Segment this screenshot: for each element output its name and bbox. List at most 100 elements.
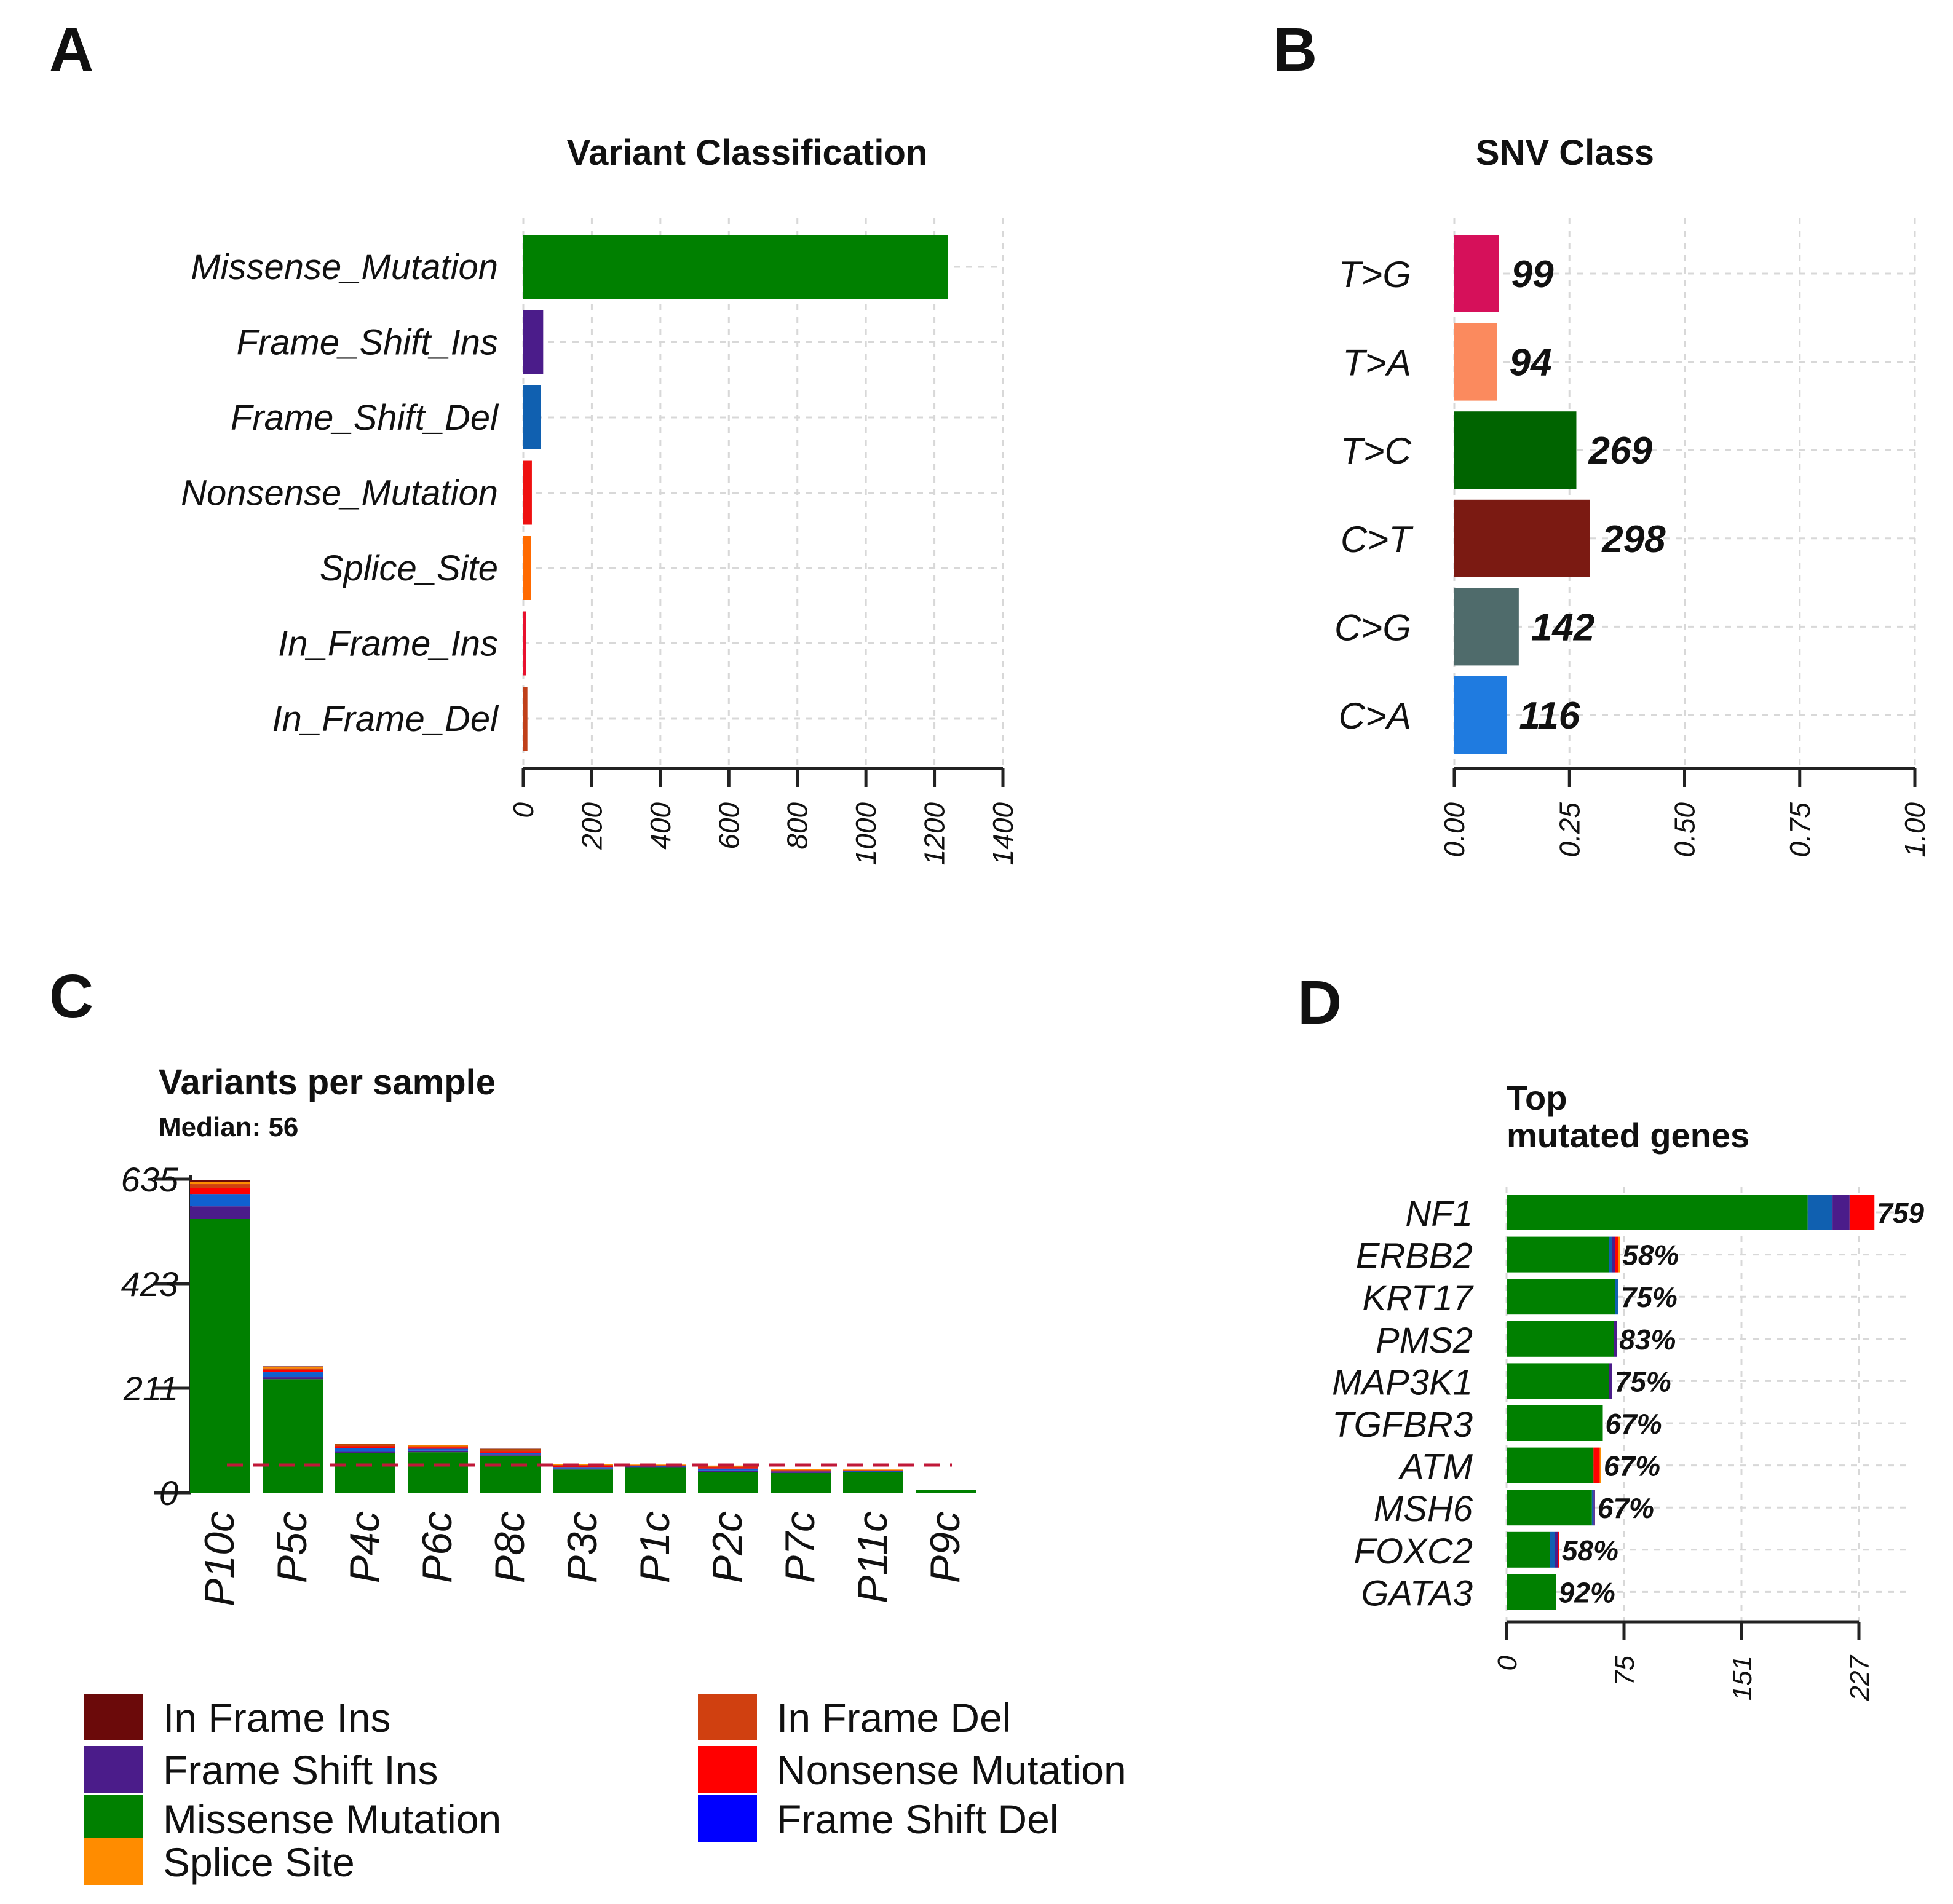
percent-label: 759 bbox=[1877, 1197, 1924, 1229]
bar bbox=[1454, 499, 1590, 577]
bar bbox=[523, 536, 531, 600]
chart-title-line: Top bbox=[1507, 1078, 1567, 1117]
x-tick-label: 800 bbox=[782, 802, 814, 850]
bar-segment bbox=[698, 1467, 758, 1469]
variant-legend: In Frame Ins In Frame Del Frame Shift Ins N… bbox=[84, 1694, 1127, 1885]
bar-segment bbox=[916, 1490, 976, 1493]
bar-segment bbox=[190, 1206, 250, 1219]
bar-segment bbox=[408, 1450, 468, 1453]
legend-swatch bbox=[84, 1838, 143, 1885]
bar-segment bbox=[263, 1367, 323, 1369]
x-tick-label: P9c bbox=[922, 1511, 969, 1583]
bar-segment bbox=[335, 1451, 395, 1453]
bar-segment bbox=[1507, 1195, 1808, 1230]
panel-label-a: A bbox=[49, 15, 93, 84]
bar-segment bbox=[263, 1368, 323, 1370]
bar-segment bbox=[625, 1467, 686, 1493]
gene-label: FOXC2 bbox=[1354, 1531, 1473, 1571]
bar bbox=[523, 310, 544, 374]
percent-label: 67% bbox=[1604, 1450, 1660, 1482]
gene-label: GATA3 bbox=[1361, 1573, 1473, 1613]
x-tick-label: P5c bbox=[269, 1511, 315, 1583]
x-tick-label: 227 bbox=[1845, 1654, 1875, 1701]
x-tick-label: 1.00 bbox=[1899, 802, 1931, 858]
bar-segment bbox=[408, 1445, 468, 1447]
bar-segment bbox=[1615, 1236, 1618, 1273]
bar-segment bbox=[771, 1470, 831, 1472]
x-tick-label: 151 bbox=[1727, 1656, 1757, 1701]
data-label: 269 bbox=[1588, 430, 1652, 472]
x-tick-label: 1000 bbox=[850, 802, 882, 866]
bar-segment bbox=[843, 1470, 903, 1471]
bar-segment bbox=[1832, 1195, 1850, 1230]
bar-segment bbox=[190, 1182, 250, 1185]
bar-segment bbox=[408, 1447, 468, 1449]
bar-segment bbox=[1507, 1405, 1603, 1441]
bar-segment bbox=[698, 1470, 758, 1472]
bar-segment bbox=[335, 1453, 395, 1493]
category-label: C>T bbox=[1341, 519, 1414, 560]
category-label: In_Frame_Ins bbox=[278, 624, 498, 664]
x-tick-label: P7c bbox=[777, 1511, 823, 1583]
bar-segment bbox=[263, 1379, 323, 1493]
bar-segment bbox=[771, 1470, 831, 1471]
legend-label: Splice Site bbox=[163, 1839, 355, 1885]
gene-label: NF1 bbox=[1405, 1194, 1473, 1234]
bar-segment bbox=[1507, 1363, 1609, 1399]
gene-label: ERBB2 bbox=[1356, 1236, 1473, 1276]
bar-segment bbox=[553, 1464, 613, 1466]
bar bbox=[523, 460, 532, 525]
bar-segment bbox=[480, 1455, 541, 1493]
percent-label: 67% bbox=[1606, 1408, 1662, 1440]
bar-segment bbox=[1507, 1279, 1615, 1315]
bar-segment bbox=[263, 1366, 323, 1367]
x-tick-label: 0.25 bbox=[1553, 802, 1585, 858]
bar-segment bbox=[190, 1188, 250, 1195]
gene-label: KRT17 bbox=[1363, 1278, 1475, 1318]
bar-segment bbox=[1558, 1531, 1559, 1568]
legend-swatch bbox=[84, 1694, 143, 1740]
y-tick-label: 635 bbox=[121, 1160, 179, 1199]
snv-class-chart: SNV Class 99 T>G 94 T>A 269 T>C 298 C>T 142 C>G 116… bbox=[1334, 133, 1931, 858]
category-label: T>G bbox=[1339, 254, 1411, 295]
bar bbox=[1454, 588, 1519, 666]
x-tick-label: 200 bbox=[576, 802, 608, 850]
data-label: 99 bbox=[1511, 253, 1554, 296]
category-label: In_Frame_Del bbox=[272, 699, 500, 739]
percent-label: 58% bbox=[1622, 1239, 1679, 1271]
bar-segment bbox=[625, 1466, 686, 1468]
bar-segment bbox=[480, 1451, 541, 1453]
legend-label: Frame Shift Ins bbox=[163, 1747, 438, 1793]
category-label: Frame_Shift_Ins bbox=[236, 323, 498, 363]
x-tick-label: 0 bbox=[1492, 1655, 1523, 1670]
bar-segment bbox=[1609, 1363, 1612, 1399]
bar-segment bbox=[1609, 1236, 1612, 1273]
bar bbox=[523, 611, 526, 676]
bar-segment bbox=[1614, 1321, 1617, 1357]
legend-label: Frame Shift Del bbox=[777, 1796, 1058, 1842]
x-tick-label: P8c bbox=[486, 1511, 533, 1583]
x-tick-label: 600 bbox=[713, 802, 745, 850]
bar-segment bbox=[190, 1219, 250, 1493]
legend-swatch bbox=[698, 1746, 757, 1793]
legend-swatch bbox=[84, 1746, 143, 1793]
x-tick-label: 0.00 bbox=[1438, 802, 1470, 858]
bar-segment bbox=[553, 1465, 613, 1468]
x-tick-label: P11c bbox=[849, 1511, 896, 1603]
data-label: 298 bbox=[1601, 518, 1666, 561]
y-tick-label: 211 bbox=[123, 1369, 178, 1408]
gene-label: ATM bbox=[1398, 1447, 1473, 1487]
bar-segment bbox=[190, 1180, 250, 1182]
bar-segment bbox=[843, 1471, 903, 1472]
bar-segment bbox=[1555, 1531, 1558, 1568]
bar-segment bbox=[1507, 1236, 1609, 1273]
legend-label: Missense Mutation bbox=[163, 1796, 501, 1842]
bar-segment bbox=[1849, 1195, 1875, 1230]
data-label: 142 bbox=[1531, 606, 1594, 649]
bar-segment bbox=[771, 1472, 831, 1493]
panel-label-d: D bbox=[1297, 968, 1342, 1037]
percent-label: 58% bbox=[1562, 1535, 1618, 1566]
bar-segment bbox=[480, 1449, 541, 1450]
bar-segment bbox=[480, 1452, 541, 1455]
